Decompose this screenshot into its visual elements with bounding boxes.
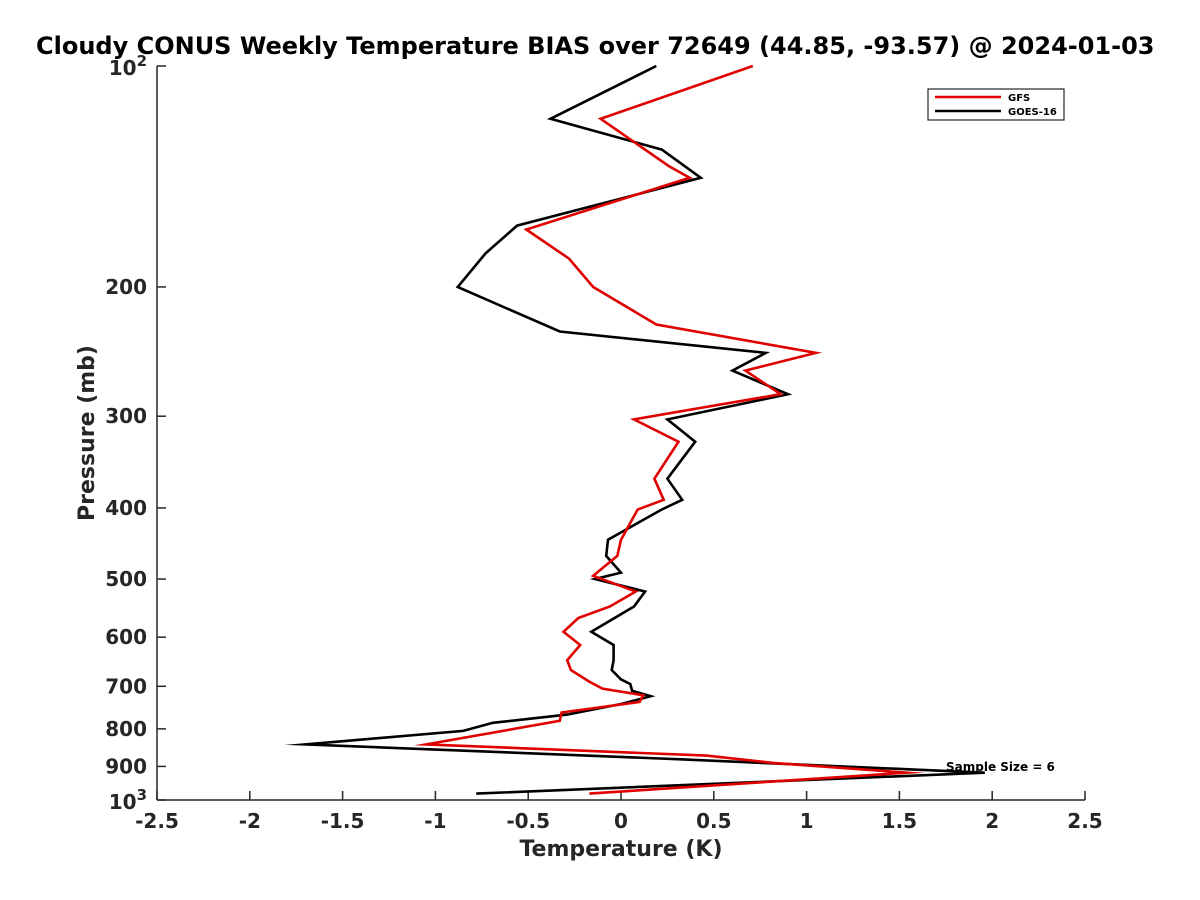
y-axis-title: Pressure (mb) [75,345,100,521]
axis-ticks: -2.5 -2 -1.5 -1 -0.5 0 0.5 1 1.5 2 2.5 102 200 300 400… [105,52,1102,833]
series-line-gfs [413,64,926,795]
y-tick-label: 800 [105,717,147,741]
y-tick-label: 600 [105,625,147,649]
x-tick-label: 0.5 [696,809,731,833]
x-tick-label: 1.5 [882,809,917,833]
x-tick-label: -1 [424,809,446,833]
legend-box [927,88,1065,121]
x-tick-label: -2 [239,809,261,833]
y-tick-label: 102 [109,52,147,80]
legend: GFS GOES-16 [927,88,1065,121]
x-tick-label: -1.5 [321,809,365,833]
x-axis-title: Temperature (K) [519,837,722,862]
series-line-goes-16 [284,64,985,795]
x-tick-label: 2 [985,809,999,833]
sample-size-annotation: Sample Size = 6 [946,760,1055,774]
y-tick-label: 300 [105,404,147,428]
series-lines [284,64,985,795]
legend-label: GOES-16 [1008,107,1057,118]
x-tick-label: 2.5 [1067,809,1102,833]
x-tick-label: 1 [800,809,814,833]
chart-title: Cloudy CONUS Weekly Temperature BIAS ove… [36,32,1154,60]
y-tick-label: 700 [105,674,147,698]
legend-label: GFS [1008,93,1030,104]
y-tick-label: 400 [105,496,147,520]
y-tick-label: 500 [105,567,147,591]
y-tick-label: 200 [105,275,147,299]
y-tick-label: 103 [109,786,147,814]
x-tick-label: 0 [614,809,628,833]
y-tick-label: 900 [105,754,147,778]
x-tick-label: -2.5 [135,809,179,833]
x-tick-label: -0.5 [506,809,550,833]
